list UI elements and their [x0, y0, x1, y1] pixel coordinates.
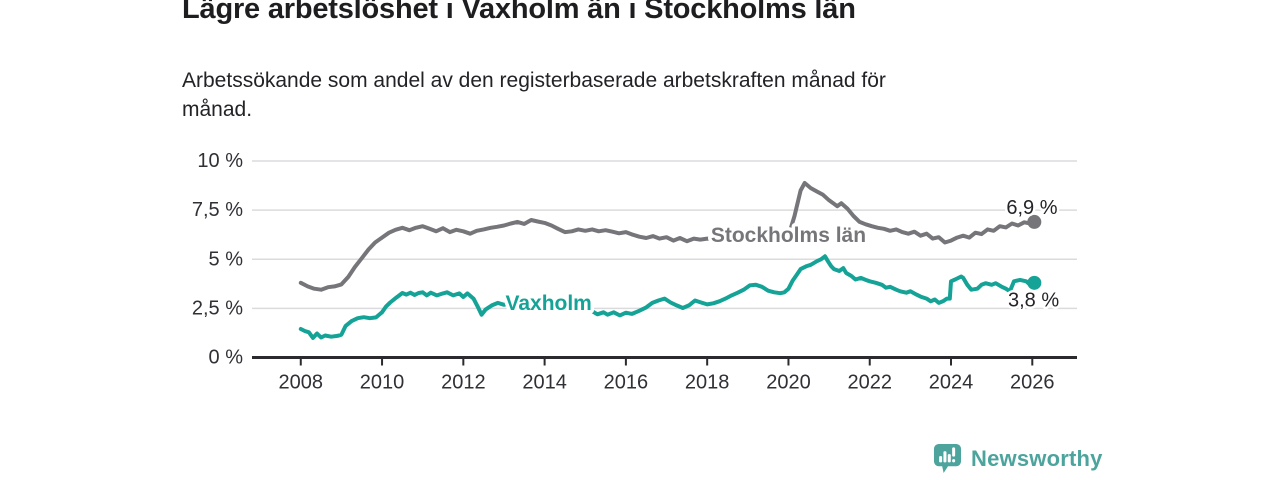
x-axis-tick-label: 2008 [279, 372, 324, 394]
x-axis-tick-label: 2020 [766, 372, 811, 394]
series-end-value-stockholms-lan: 6,9 % [1006, 197, 1057, 219]
x-axis-tick-label: 2012 [441, 372, 486, 394]
series-label-vaxholm: Vaxholm [505, 292, 591, 315]
chart-title: Lägre arbetslöshet i Vaxholm än i Stockh… [182, 0, 856, 25]
chart-subtitle-line2: månad. [182, 98, 253, 121]
series-label-stockholms-lan: Stockholms län [711, 224, 866, 247]
series-end-dot-stockholms-lan [1027, 214, 1042, 229]
x-axis-tick-label: 2018 [685, 372, 730, 394]
y-axis-tick-label: 2,5 % [192, 297, 243, 319]
logo-bar-medium [947, 454, 951, 463]
x-axis-tick-label: 2014 [522, 372, 567, 394]
newsworthy-logo-icon [933, 444, 962, 473]
series-line-vaxholm [298, 254, 1037, 340]
logo-exclamation-bar [952, 447, 956, 457]
logo-bar-tall [943, 451, 947, 463]
y-axis-tick-label: 10 % [197, 150, 243, 172]
x-axis-tick-label: 2022 [847, 372, 892, 394]
chart-subtitle-line1: Arbetssökande som andel av den registerb… [182, 69, 886, 92]
branding: Newsworthy [933, 443, 1103, 474]
y-axis-tick-label: 7,5 % [192, 199, 243, 221]
chart-subtitle: Arbetssökande som andel av den registerb… [182, 66, 886, 124]
logo-bar-short [939, 456, 943, 463]
x-axis-tick-label: 2024 [929, 372, 974, 394]
series-line-stockholms-lan [298, 181, 1037, 292]
y-axis-tick-label: 0 % [209, 347, 244, 369]
series-end-value-vaxholm: 3,8 % [1008, 289, 1059, 311]
x-axis-tick-label: 2026 [1010, 372, 1055, 394]
logo-exclamation-dot [952, 459, 956, 463]
newsworthy-wordmark: Newsworthy [971, 445, 1103, 471]
y-axis-tick-label: 5 % [209, 248, 244, 270]
x-axis-tick-label: 2010 [360, 372, 405, 394]
x-axis-tick-label: 2016 [604, 372, 649, 394]
logo-bubble-shape [933, 444, 962, 473]
series-end-dot-vaxholm [1027, 275, 1042, 290]
